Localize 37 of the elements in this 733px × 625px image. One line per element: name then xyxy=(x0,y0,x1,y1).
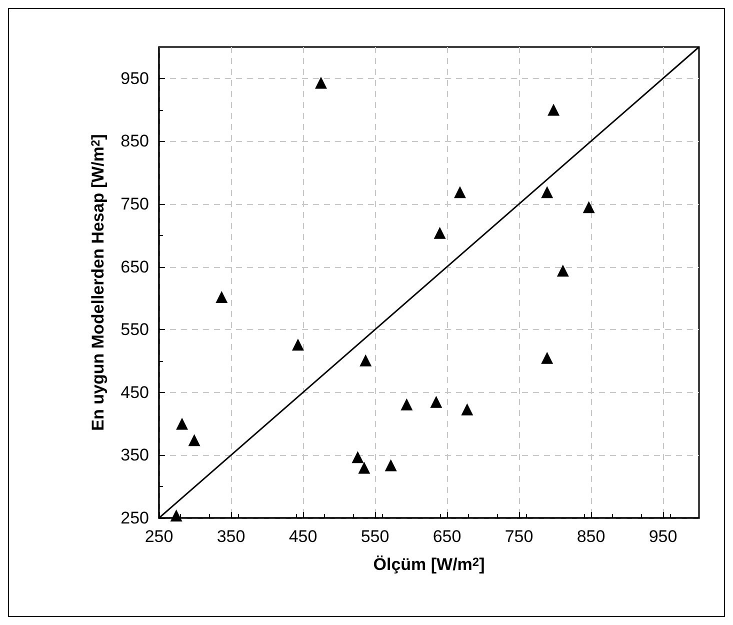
point xyxy=(541,352,554,364)
point xyxy=(541,186,554,198)
x-tick-label: 650 xyxy=(432,527,462,546)
x-tick-label: 550 xyxy=(360,527,390,546)
y-tick-label: 350 xyxy=(120,446,149,465)
y-tick-label: 950 xyxy=(120,68,149,88)
x-tick-label: 950 xyxy=(648,527,678,546)
y-tick-label: 850 xyxy=(120,132,149,151)
point xyxy=(315,76,327,89)
y-tick-label: 650 xyxy=(120,257,149,276)
y-tick-label: 550 xyxy=(120,320,149,340)
y-tick-label: 450 xyxy=(120,382,149,402)
point xyxy=(548,104,560,116)
point xyxy=(188,434,200,446)
x-tick-label: 750 xyxy=(504,527,534,546)
point xyxy=(400,398,413,410)
point xyxy=(434,226,446,239)
x-tick-label: 250 xyxy=(144,527,174,546)
y-tick-label: 250 xyxy=(120,508,149,528)
point xyxy=(556,264,569,277)
point xyxy=(176,418,188,430)
point xyxy=(216,290,228,303)
x-tick-label: 350 xyxy=(216,527,246,546)
y-tick-label: 750 xyxy=(120,194,149,214)
point xyxy=(384,459,397,472)
point xyxy=(461,403,474,416)
point xyxy=(360,354,372,366)
point xyxy=(352,451,364,464)
point xyxy=(292,338,304,351)
point xyxy=(358,462,370,474)
point xyxy=(430,396,442,408)
point xyxy=(582,201,595,214)
point xyxy=(454,186,466,198)
x-tick-label: 450 xyxy=(288,527,318,546)
y-axis-title: En uygun Modellerden Hesap [W/m2] xyxy=(88,134,108,431)
x-tick-label: 850 xyxy=(576,527,606,546)
point xyxy=(170,509,182,522)
